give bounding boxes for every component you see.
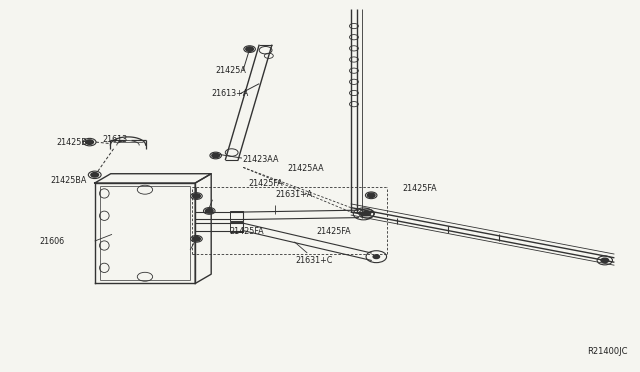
Text: 21606: 21606 — [40, 237, 65, 246]
Text: 21631+C: 21631+C — [296, 256, 333, 265]
Text: 21425B: 21425B — [56, 138, 87, 147]
Text: 21425BA: 21425BA — [50, 176, 86, 185]
Text: 21613: 21613 — [102, 135, 127, 144]
Bar — [230, 211, 243, 221]
Circle shape — [212, 153, 220, 158]
Circle shape — [205, 209, 213, 213]
Text: 21425FA: 21425FA — [248, 179, 283, 187]
Text: 21425FA: 21425FA — [402, 184, 436, 193]
Text: R21400JC: R21400JC — [587, 347, 627, 356]
Text: 21425A: 21425A — [216, 66, 246, 75]
Circle shape — [193, 237, 200, 241]
Circle shape — [193, 194, 200, 198]
Circle shape — [246, 47, 253, 51]
Text: 21425AA: 21425AA — [287, 164, 324, 173]
Circle shape — [86, 140, 93, 144]
Circle shape — [373, 255, 380, 259]
Text: 21423AA: 21423AA — [242, 155, 278, 164]
Text: 21613+A: 21613+A — [211, 89, 248, 98]
Circle shape — [91, 173, 99, 177]
Text: 21425FA: 21425FA — [229, 227, 264, 236]
Bar — [230, 222, 243, 232]
Circle shape — [367, 193, 375, 198]
Text: 21631+A: 21631+A — [275, 190, 312, 199]
Circle shape — [363, 211, 371, 216]
Circle shape — [601, 258, 609, 263]
Text: 21425FA: 21425FA — [316, 227, 351, 236]
Circle shape — [360, 212, 367, 216]
